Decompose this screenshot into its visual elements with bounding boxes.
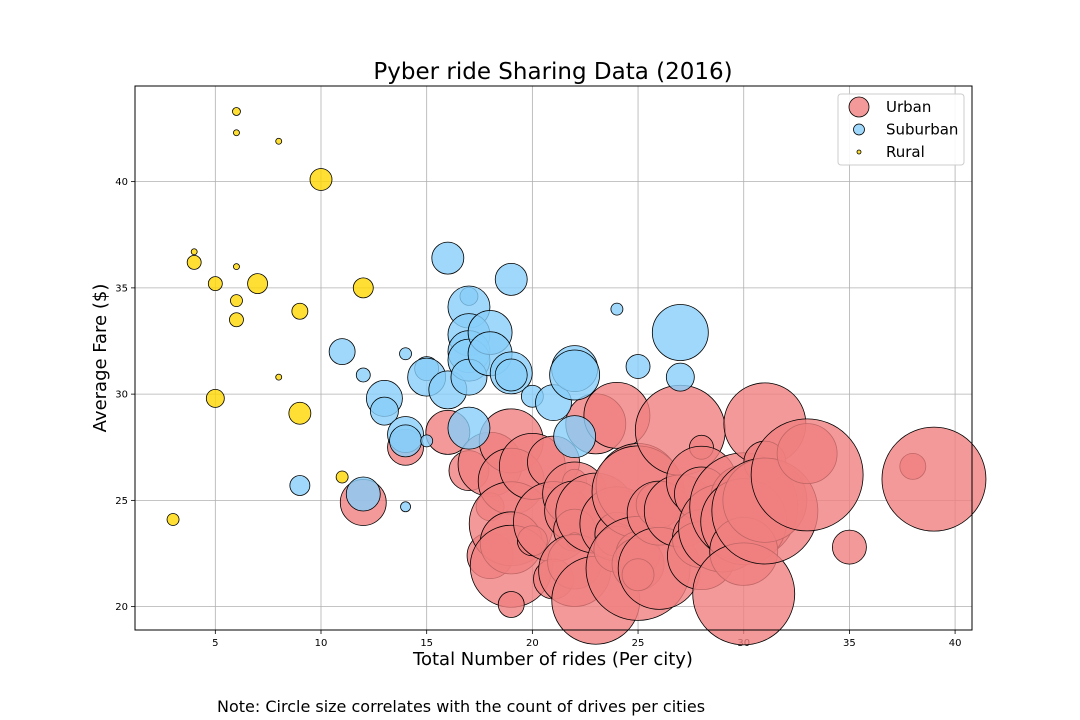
data-point — [549, 349, 601, 401]
series-urban — [339, 381, 987, 646]
data-point — [553, 415, 597, 459]
x-tick-label: 20 — [526, 638, 539, 649]
data-point — [166, 513, 180, 526]
x-tick-label: 35 — [843, 638, 856, 649]
data-point — [275, 137, 283, 145]
data-point — [610, 302, 624, 316]
legend-label: Rural — [886, 143, 925, 161]
data-point — [232, 107, 241, 116]
data-point — [881, 426, 987, 532]
data-point — [291, 302, 309, 320]
data-point — [420, 434, 434, 448]
data-point — [651, 304, 709, 361]
data-point — [230, 294, 243, 308]
legend: Urban Suburban Rural — [837, 93, 965, 166]
axes: 5101520253035402025303540 — [115, 177, 961, 649]
data-point — [389, 424, 422, 458]
legend-marker — [856, 149, 862, 155]
legend-label: Urban — [886, 98, 931, 116]
data-point — [399, 347, 412, 361]
data-point — [229, 312, 244, 328]
data-point — [497, 591, 525, 618]
data-point — [400, 501, 411, 513]
legend-label: Suburban — [886, 121, 958, 139]
data-points — [166, 107, 987, 646]
y-tick-label: 25 — [115, 496, 128, 507]
data-point — [205, 388, 225, 408]
data-point — [335, 470, 349, 484]
data-point — [233, 129, 240, 137]
legend-box — [837, 93, 965, 166]
y-tick-label: 30 — [115, 390, 128, 401]
footnote: Note: Circle size correlates with the co… — [217, 697, 706, 716]
data-point — [447, 406, 491, 450]
chart-title: Pyber ride Sharing Data (2016) — [373, 59, 732, 85]
data-point — [247, 273, 268, 295]
x-tick-label: 5 — [212, 638, 218, 649]
data-point — [233, 263, 240, 271]
legend-marker — [853, 123, 865, 136]
y-axis-label: Average Fare ($) — [90, 284, 111, 433]
data-point — [309, 168, 333, 191]
x-tick-label: 15 — [420, 638, 433, 649]
data-point — [370, 396, 399, 426]
x-tick-label: 10 — [315, 638, 328, 649]
series-suburban — [289, 241, 709, 513]
data-point — [289, 475, 311, 496]
x-tick-label: 25 — [632, 638, 645, 649]
plot-frame — [134, 85, 973, 631]
data-point — [665, 362, 695, 392]
data-point — [625, 354, 651, 379]
y-tick-label: 35 — [115, 283, 128, 294]
data-point — [352, 277, 374, 299]
data-point — [288, 401, 312, 425]
data-point — [275, 373, 283, 381]
data-point — [832, 529, 867, 565]
data-point — [207, 276, 223, 292]
data-point — [355, 367, 371, 383]
data-point — [190, 248, 198, 256]
data-point — [750, 418, 864, 532]
series-rural — [166, 107, 374, 526]
data-point — [494, 262, 528, 296]
data-point — [186, 254, 202, 270]
data-point — [494, 358, 528, 392]
data-point — [431, 241, 465, 275]
data-point — [345, 476, 381, 512]
y-tick-label: 20 — [115, 602, 128, 613]
x-tick-label: 40 — [949, 638, 962, 649]
data-point — [328, 338, 356, 366]
y-tick-label: 40 — [115, 177, 128, 188]
legend-marker — [848, 96, 870, 118]
x-axis-label: Total Number of rides (Per city) — [412, 649, 693, 670]
